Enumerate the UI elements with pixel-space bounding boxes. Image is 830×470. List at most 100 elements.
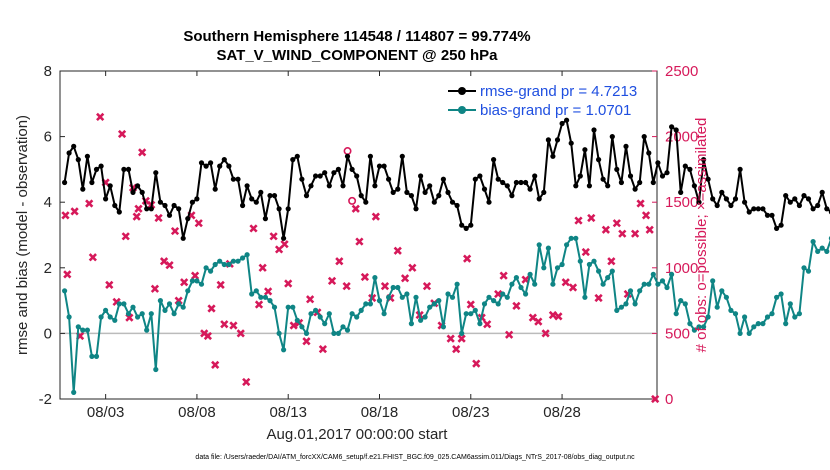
assimilated-point [105, 280, 114, 289]
assimilated-point-stroke [335, 257, 344, 266]
assimilated-point-stroke [254, 300, 264, 309]
bias-point [523, 291, 529, 297]
rmse-point [317, 173, 323, 179]
assimilated-point [203, 331, 212, 341]
assimilated-point [618, 229, 627, 238]
rmse-point [472, 176, 478, 182]
assimilated-point-stroke [121, 232, 130, 241]
rmse-point [386, 176, 392, 182]
assimilated-point [630, 229, 640, 238]
assimilated-point-stroke [289, 321, 298, 330]
assimilated-point-stroke [318, 345, 328, 354]
assimilated-point-stroke [512, 301, 521, 310]
bias-point [673, 311, 679, 317]
bias-point [344, 327, 351, 333]
bias-point [139, 311, 145, 317]
bias-point [376, 298, 383, 304]
bias-point [454, 281, 460, 287]
bias-point [678, 298, 684, 304]
rmse-point [787, 199, 793, 205]
rmse-point [673, 127, 679, 133]
assimilated-point-stroke [494, 289, 503, 299]
rmse-point [678, 189, 684, 195]
bias-point [103, 307, 109, 313]
bias-point [258, 294, 264, 300]
y-tick-label: 4 [44, 194, 52, 211]
bias-point [203, 265, 209, 271]
y2-tick-label: 0 [665, 391, 673, 408]
assimilated-point [641, 211, 651, 220]
assimilated-point-stroke [150, 284, 160, 293]
bias-point [472, 307, 478, 313]
rmse-point [605, 183, 611, 189]
assimilated-point-stroke [236, 329, 245, 338]
rmse-point [404, 189, 410, 195]
bias-point [509, 281, 515, 287]
rmse-point [691, 183, 698, 189]
bias-point [696, 324, 702, 330]
assimilated-point [452, 345, 461, 354]
bias-point [422, 314, 428, 320]
assimilated-point-stroke [452, 345, 461, 354]
rmse-point [513, 179, 520, 186]
assimilated-point-stroke [463, 254, 472, 263]
assimilated-point [96, 112, 105, 122]
assimilated-point-stroke [561, 278, 570, 287]
bias-point [185, 288, 191, 294]
assimilated-point-stroke [134, 204, 143, 213]
bias-point [477, 321, 483, 327]
assimilated-point-stroke [117, 129, 127, 139]
rmse-point [440, 176, 446, 182]
bias-point [427, 304, 433, 310]
assimilated-point-stroke [351, 204, 360, 213]
rmse-point [783, 193, 789, 199]
assimilated-point-stroke [342, 282, 351, 291]
assimilated-point [132, 212, 141, 221]
assimilated-point [351, 204, 360, 213]
rmse-point [623, 143, 629, 149]
bias-point [728, 307, 734, 313]
rmse-point [481, 186, 488, 192]
assimilated-point [472, 359, 481, 368]
assimilated-point-stroke [194, 219, 203, 228]
bias-point [121, 301, 127, 307]
bias-point [586, 261, 593, 268]
assimilated-point [88, 253, 97, 262]
assimilated-point [289, 321, 298, 330]
assimilated-point-stroke [302, 337, 311, 346]
assimilated-point-stroke [70, 207, 79, 216]
rmse-point [600, 176, 606, 182]
bias-point [655, 281, 661, 287]
bias-point [650, 271, 656, 277]
bias-point [116, 301, 122, 307]
assimilated-point [211, 360, 220, 370]
bias-point [363, 301, 369, 307]
bias-point [774, 294, 780, 300]
assimilated-point [512, 301, 521, 310]
bias-point [710, 278, 716, 284]
bias-point [230, 258, 236, 264]
assimilated-point [548, 310, 558, 320]
assimilated-point [371, 212, 380, 221]
assimilated-point-stroke [138, 148, 147, 157]
rmse-point [463, 225, 469, 231]
assimilated-point [220, 320, 229, 329]
rmse-point [276, 206, 282, 212]
bias-point [418, 317, 424, 323]
bias-point [459, 330, 465, 336]
assimilated-point-stroke [211, 360, 220, 370]
rmse-point [659, 173, 666, 179]
bias-point [701, 324, 707, 330]
rmse-point [244, 183, 250, 189]
assimilated-point [408, 263, 417, 272]
bias-point [93, 353, 100, 359]
bias-point [153, 366, 159, 373]
assimilated-point-stroke [203, 331, 212, 341]
y-axis-label: rmse and bias (model - observation) [14, 115, 31, 355]
rmse-point [805, 196, 812, 202]
rmse-point [212, 186, 218, 192]
bias-point [449, 294, 456, 300]
y-tick-label: -2 [39, 391, 52, 408]
assimilated-point-stroke [180, 278, 189, 287]
